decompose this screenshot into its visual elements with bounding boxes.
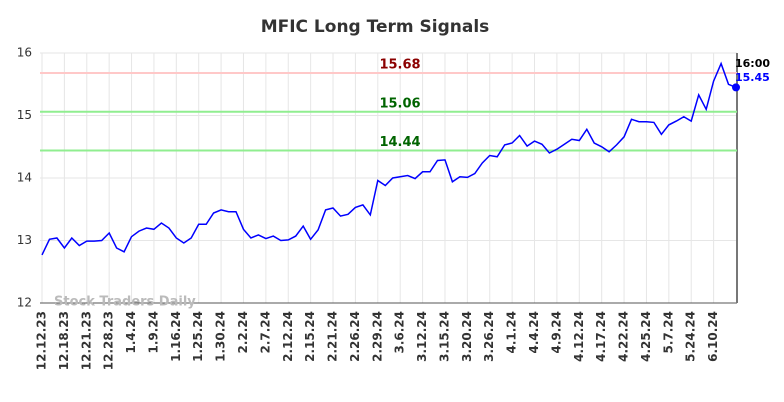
x-tick-label: 4.12.24	[572, 311, 586, 362]
x-tick-label: 4.9.24	[549, 311, 563, 354]
y-tick-label: 12	[17, 296, 32, 310]
chart-title: MFIC Long Term Signals	[261, 17, 490, 37]
x-tick-label: 2.7.24	[258, 311, 272, 354]
x-tick-label: 5.24.24	[684, 311, 698, 362]
y-tick-label: 16	[17, 46, 32, 60]
x-tick-label: 12.21.23	[79, 311, 93, 370]
x-tick-label: 6.10.24	[706, 311, 720, 362]
x-tick-label: 3.26.24	[482, 311, 496, 362]
x-tick-label: 3.6.24	[393, 311, 407, 354]
x-tick-label: 12.18.23	[57, 311, 71, 370]
signal-label: 14.44	[379, 135, 420, 150]
x-tick-label: 2.15.24	[303, 311, 317, 362]
x-tick-label: 1.16.24	[169, 311, 183, 362]
x-tick-label: 1.25.24	[191, 311, 205, 362]
price-line	[41, 61, 737, 256]
signal-label: 15.68	[379, 58, 420, 73]
y-tick-label: 13	[17, 233, 32, 247]
last-value: 15.45	[735, 71, 770, 84]
x-tick-label: 1.9.24	[146, 311, 160, 354]
x-tick-label: 5.7.24	[661, 311, 675, 354]
signal-label: 15.06	[379, 96, 420, 111]
x-tick-label: 4.4.24	[527, 311, 541, 354]
y-tick-label: 15	[17, 108, 32, 122]
last-time: 16:00	[735, 57, 770, 70]
x-tick-label: 2.26.24	[348, 311, 362, 362]
x-tick-label: 4.17.24	[594, 311, 608, 362]
y-tick-label: 14	[17, 171, 32, 185]
watermark: Stock Traders Daily	[54, 295, 196, 310]
x-tick-label: 2.29.24	[370, 311, 384, 362]
x-tick-label: 12.28.23	[102, 311, 116, 370]
x-tick-label: 4.1.24	[505, 311, 519, 354]
last-point	[732, 83, 740, 92]
x-tick-label: 1.4.24	[124, 311, 138, 354]
x-tick-label: 12.12.23	[35, 311, 49, 370]
x-tick-label: 2.2.24	[236, 311, 250, 354]
x-tick-label: 3.20.24	[460, 311, 474, 362]
x-tick-label: 2.21.24	[326, 311, 340, 362]
x-tick-label: 1.30.24	[214, 311, 228, 362]
x-tick-label: 2.12.24	[281, 311, 295, 362]
x-tick-label: 3.15.24	[437, 311, 451, 362]
x-tick-label: 4.25.24	[639, 311, 653, 362]
x-tick-label: 4.22.24	[617, 311, 631, 362]
x-tick-label: 3.12.24	[415, 311, 429, 362]
